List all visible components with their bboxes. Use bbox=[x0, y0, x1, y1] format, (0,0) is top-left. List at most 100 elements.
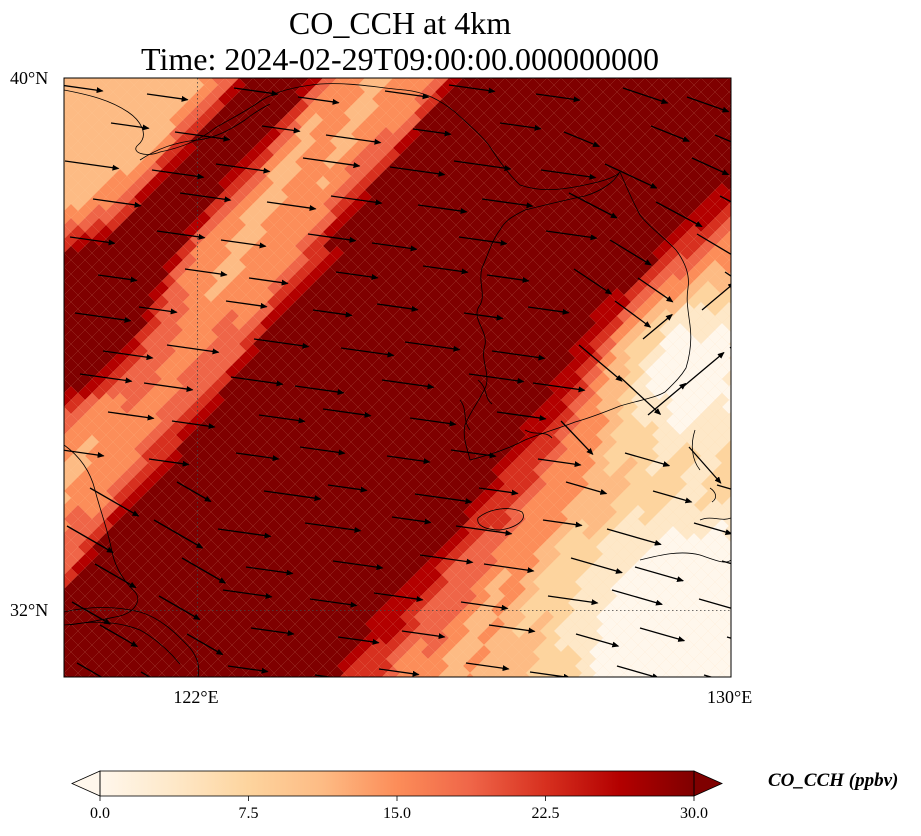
field-cell bbox=[736, 512, 750, 526]
field-cell bbox=[288, 680, 302, 694]
field-cell bbox=[64, 99, 71, 113]
field-cell bbox=[736, 288, 750, 302]
field-cell bbox=[43, 323, 57, 337]
field-cell bbox=[169, 57, 183, 71]
field-cell bbox=[50, 260, 64, 274]
field-cell bbox=[736, 554, 750, 568]
field-cell bbox=[736, 372, 750, 386]
field-cell bbox=[736, 232, 750, 246]
field-cell bbox=[50, 274, 64, 288]
field-cell bbox=[722, 232, 731, 246]
field-cell bbox=[120, 680, 134, 694]
field-cell bbox=[722, 498, 731, 512]
field-cell bbox=[64, 449, 71, 463]
field-cell bbox=[603, 57, 617, 71]
field-cell bbox=[302, 64, 316, 78]
field-cell bbox=[547, 78, 561, 85]
field-cell bbox=[358, 64, 372, 78]
lon-tick-label: 130°E bbox=[707, 687, 753, 707]
field-cell bbox=[50, 134, 64, 148]
field-cell bbox=[736, 414, 750, 428]
field-cell bbox=[687, 57, 701, 71]
field-cell bbox=[50, 64, 64, 78]
field-cell bbox=[57, 57, 71, 71]
field-cell bbox=[204, 64, 218, 78]
field-cell bbox=[722, 414, 731, 428]
colorbar-tick-label: 0.0 bbox=[90, 805, 110, 822]
field-cell bbox=[43, 155, 57, 169]
field-cell bbox=[64, 225, 71, 239]
field-cell bbox=[281, 57, 295, 71]
field-cell bbox=[43, 295, 57, 309]
field-cell bbox=[673, 57, 687, 71]
field-cell bbox=[50, 232, 64, 246]
field-cell bbox=[274, 64, 288, 78]
field-cell bbox=[43, 239, 57, 253]
field-cell bbox=[64, 477, 71, 491]
field-cell bbox=[64, 281, 71, 295]
field-cell bbox=[722, 204, 731, 218]
field-cell bbox=[64, 491, 71, 505]
field-cell bbox=[512, 680, 526, 694]
field-cell bbox=[645, 78, 659, 85]
field-cell bbox=[64, 253, 71, 267]
field-cell bbox=[428, 680, 442, 694]
field-cell bbox=[659, 57, 673, 71]
field-cell bbox=[722, 554, 731, 568]
field-cell bbox=[736, 652, 750, 666]
field-cell bbox=[43, 463, 57, 477]
field-cell bbox=[589, 78, 603, 85]
field-cell bbox=[43, 547, 57, 561]
colorbar-ticks bbox=[99, 796, 695, 801]
field-cell bbox=[267, 78, 281, 85]
field-cell bbox=[211, 57, 225, 71]
field-cell bbox=[43, 379, 57, 393]
field-cell bbox=[232, 680, 246, 694]
field-cell bbox=[64, 421, 71, 435]
field-cell bbox=[43, 141, 57, 155]
field-cell bbox=[736, 148, 750, 162]
field-cell bbox=[344, 680, 358, 694]
field-cell bbox=[50, 540, 64, 554]
field-cell bbox=[50, 400, 64, 414]
field-cell bbox=[50, 512, 64, 526]
field-cell bbox=[722, 302, 731, 316]
field-cell bbox=[512, 64, 526, 78]
colorbar-extend-min bbox=[71, 770, 101, 797]
field-cell bbox=[50, 442, 64, 456]
field-cell bbox=[351, 78, 365, 85]
field-cell bbox=[449, 57, 463, 71]
field-cell bbox=[722, 540, 731, 554]
field-cell bbox=[274, 680, 288, 694]
field-cell bbox=[386, 64, 400, 78]
field-cell bbox=[463, 57, 477, 71]
field-cell bbox=[267, 57, 281, 71]
field-cell bbox=[736, 456, 750, 470]
field-cell bbox=[533, 78, 547, 85]
field-cell bbox=[64, 141, 71, 155]
field-cell bbox=[50, 582, 64, 596]
field-cell bbox=[50, 596, 64, 610]
field-cell bbox=[736, 78, 750, 92]
field-cell bbox=[722, 246, 731, 260]
field-cell bbox=[722, 484, 731, 498]
field-cell bbox=[379, 57, 393, 71]
field-cell bbox=[50, 330, 64, 344]
field-cell bbox=[141, 78, 155, 85]
field-cell bbox=[414, 64, 428, 78]
field-cell bbox=[722, 372, 731, 386]
field-cell bbox=[533, 57, 547, 71]
field-cell bbox=[722, 134, 731, 148]
field-cell bbox=[43, 197, 57, 211]
lon-tick-label: 122°E bbox=[173, 687, 219, 707]
field-cell bbox=[43, 309, 57, 323]
field-cell bbox=[155, 57, 169, 71]
field-cell bbox=[43, 169, 57, 183]
field-cell bbox=[43, 351, 57, 365]
field-cell bbox=[92, 680, 106, 694]
field-cell bbox=[722, 442, 731, 456]
field-cell bbox=[43, 575, 57, 589]
field-cell bbox=[722, 288, 731, 302]
field-cell bbox=[85, 78, 99, 85]
field-cell bbox=[505, 78, 519, 85]
